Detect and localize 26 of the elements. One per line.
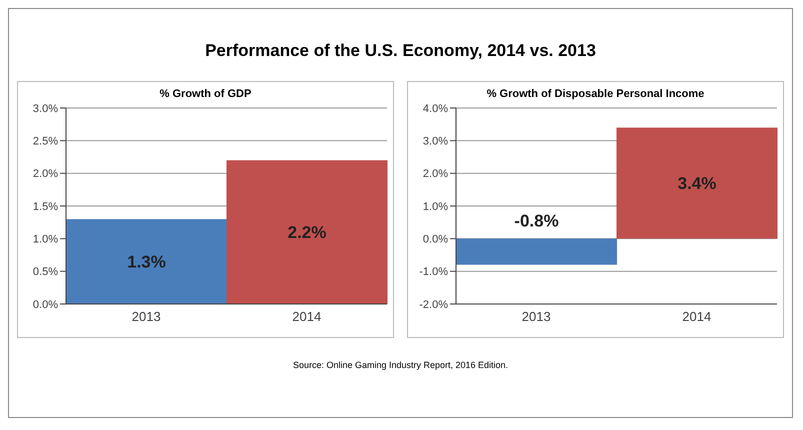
y-tick-label: 2.5% [32,136,58,148]
y-tick-label: 2.0% [32,168,58,180]
x-tick-label: 2013 [522,309,551,324]
source-note: Source: Online Gaming Industry Report, 2016 Edition. [292,360,510,370]
data-label: -0.8% [514,212,559,231]
y-tick-label: -2.0% [419,298,448,311]
y-tick-label: 0.0% [422,234,448,246]
data-label: 1.3% [127,252,166,272]
y-tick-label: 4.0% [422,102,448,115]
y-tick-label: 1.0% [422,200,448,213]
y-tick-label: 3.0% [422,136,448,148]
y-tick-label: 0.0% [32,298,58,311]
y-tick-label: 3.0% [32,102,58,115]
data-label: 3.4% [678,174,716,194]
chart-subtitle: % Growth of GDP [158,88,252,102]
y-tick-label: 0.5% [32,266,58,278]
data-label: 2.2% [288,223,326,242]
chart-subtitle: % Growth of Disposable Personal Income [486,88,706,102]
x-tick-label: 2014 [292,309,322,324]
y-tick-label: -1.0% [419,266,448,278]
chart-title: Performance of the U.S. Economy, 2014 vs. 2013 [204,41,597,62]
y-tick-label: 1.0% [32,234,58,246]
x-tick-label: 2013 [132,309,161,324]
y-tick-label: 2.0% [422,168,448,180]
y-tick-label: 1.5% [32,200,58,213]
x-tick-label: 2014 [682,309,712,324]
